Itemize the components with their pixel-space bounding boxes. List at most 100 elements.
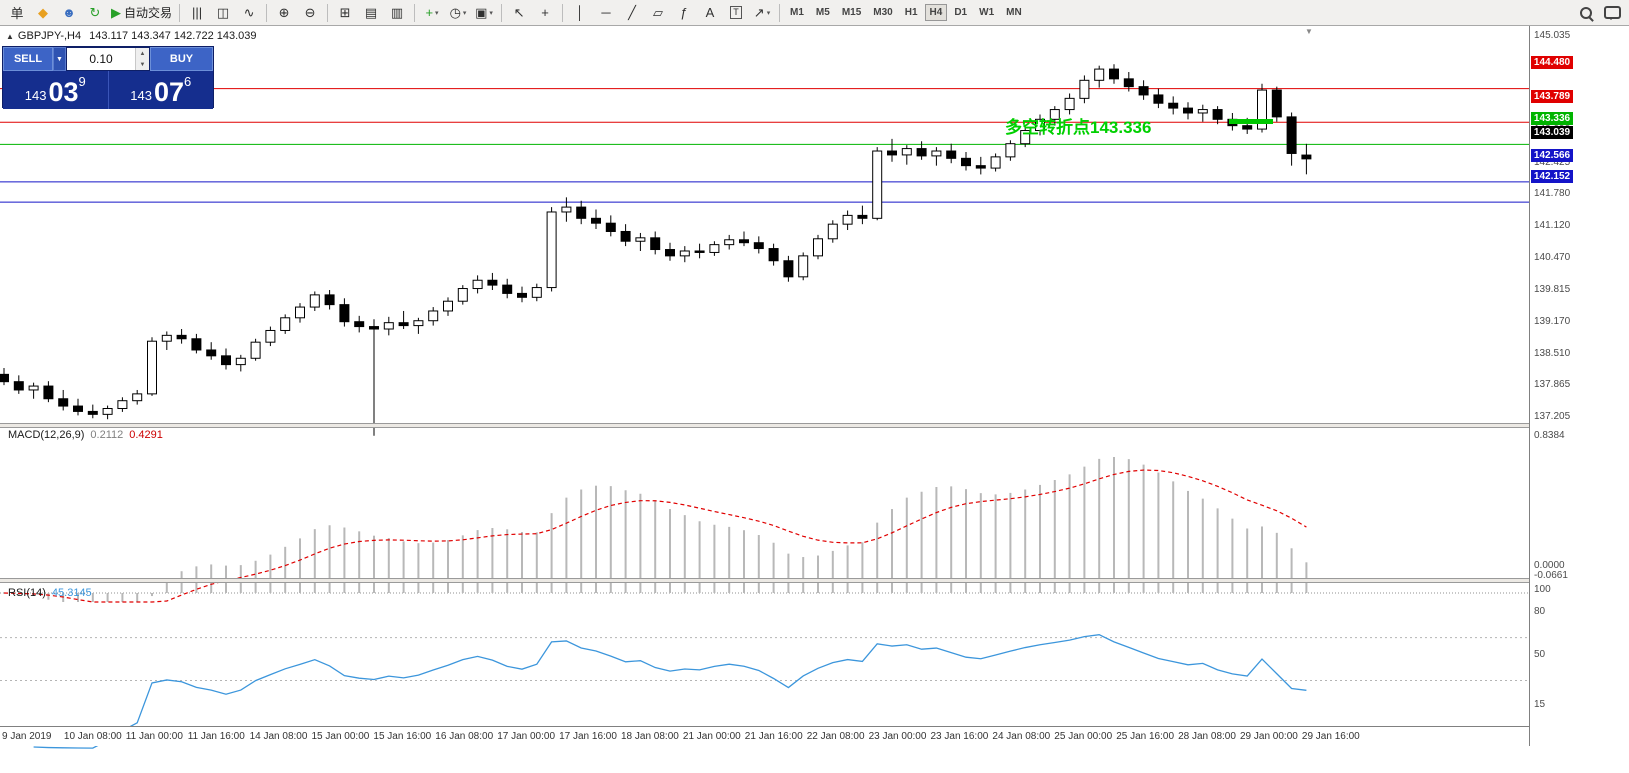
channel-icon: ▱ (653, 4, 664, 20)
label-button[interactable]: T (723, 3, 749, 23)
candle-body (1197, 109, 1208, 114)
sell-button[interactable]: SELL (3, 47, 53, 71)
rsi-panel-divider[interactable] (0, 578, 1629, 583)
candle-body (280, 317, 291, 331)
price-axis[interactable]: 145.035144.390143.745143.090142.425141.7… (1529, 26, 1629, 746)
candle-body (502, 284, 513, 294)
templates-button[interactable]: ▣ ▾ (471, 3, 497, 23)
pivot-level-segment[interactable] (1229, 119, 1273, 124)
timeframe-button-m1[interactable]: M1 (790, 7, 804, 18)
candle-body (13, 381, 24, 391)
symbol-info: ▲ GBPJPY-,H4 143.117 143.347 142.722 143.0… (6, 30, 257, 42)
one-click-collapse-icon[interactable]: ▲ (6, 32, 14, 41)
pivot-annotation-text[interactable]: 多空转折点143.336 (1005, 118, 1152, 137)
toolbar-separator (501, 3, 503, 22)
macd-scale-label: 0.0000 (1534, 560, 1565, 571)
candle-body (739, 239, 749, 244)
horizontal-line-button[interactable]: ─ (593, 3, 619, 23)
dropdown-arrow-icon[interactable]: ▾ (435, 9, 439, 17)
candle-body (1153, 94, 1164, 104)
time-axis-label: 9 Jan 2019 (2, 731, 52, 742)
new-order-button[interactable]: 单 (4, 3, 30, 23)
trendline-button[interactable]: ╱ (619, 3, 645, 23)
rsi-value: 45.3145 (51, 587, 92, 599)
channel-button[interactable]: ▱ (645, 3, 671, 23)
sell-price-prefix: 143 (24, 88, 47, 103)
bars-chart-button[interactable]: ||| (184, 3, 210, 23)
timeframe-button-h1[interactable]: H1 (904, 7, 918, 18)
sell-price-display[interactable]: 143 03 9 (3, 71, 108, 109)
candle-body (946, 150, 957, 159)
trendline-icon: ╱ (628, 4, 636, 20)
fibonacci-button[interactable]: ƒ (671, 3, 697, 23)
candle-body (531, 287, 542, 298)
price-grid-label: 145.035 (1534, 29, 1571, 41)
search-button[interactable] (1573, 3, 1599, 23)
time-axis-label: 15 Jan 16:00 (373, 731, 432, 742)
timeframe-button-m30[interactable]: M30 (873, 7, 893, 18)
dropdown-arrow-icon[interactable]: ▾ (462, 9, 467, 17)
timeframe-button-m5[interactable]: M5 (815, 7, 830, 18)
dropdown-arrow-icon[interactable]: ▾ (766, 9, 771, 17)
candle-body (1079, 79, 1090, 99)
timeframe-button-m15[interactable]: M15 (841, 7, 862, 18)
symbol-ohlc: 143.117 143.347 142.722 143.039 (89, 30, 257, 42)
candle-body (990, 156, 1001, 169)
cascade-windows-button[interactable]: ▤ (358, 3, 384, 23)
buy-price-prefix: 143 (130, 88, 152, 103)
time-axis[interactable]: 9 Jan 2019 10 Jan 08:00 11 Jan 00:00 11 Jan… (0, 727, 1629, 746)
candle-body (102, 408, 113, 415)
chart-canvas (0, 64, 1529, 749)
autotrading-button[interactable]: ▶ 自动交易 (108, 3, 175, 23)
candle-body (443, 300, 453, 312)
candle-body (28, 385, 39, 391)
profile-button[interactable]: ☻ (56, 3, 82, 23)
macd-panel-divider[interactable] (0, 423, 1629, 428)
zoom-out-icon: ⊖ (304, 4, 316, 20)
time-axis-label: 21 Jan 00:00 (682, 731, 741, 742)
periods-button[interactable]: ◷ ▾ (445, 3, 471, 23)
candle-body (309, 294, 320, 308)
buy-price-display[interactable]: 143 07 6 (109, 71, 214, 109)
buy-price-pip: 6 (184, 74, 192, 89)
chart-plot-area[interactable] (0, 26, 1529, 749)
price-grid-label: 141.120 (1534, 220, 1571, 232)
candle-body (73, 405, 83, 412)
candles-chart-button[interactable]: ◫ (210, 3, 236, 23)
zoom-in-button[interactable]: ⊕ (271, 3, 297, 23)
tile-windows-button[interactable]: ⊞ (332, 3, 358, 23)
buy-button[interactable]: BUY (150, 47, 213, 71)
arrows-button[interactable]: ↗ ▾ (749, 3, 775, 23)
refresh-button[interactable]: ↻ (82, 3, 108, 23)
autotrading-icon: ▶ (111, 4, 121, 20)
dropdown-arrow-icon[interactable]: ▾ (489, 9, 493, 17)
crosshair-button[interactable]: + (532, 3, 558, 23)
arrange-windows-icon: ▥ (390, 4, 404, 20)
vertical-line-button[interactable]: │ (567, 3, 593, 23)
cursor-button[interactable]: ↖ (506, 3, 532, 23)
time-axis-label: 22 Jan 08:00 (806, 731, 865, 742)
volume-up-button[interactable]: ▲ (136, 48, 149, 59)
candle-body (295, 306, 305, 319)
chat-button[interactable] (1599, 3, 1625, 23)
text-button[interactable]: A (697, 3, 723, 23)
volume-input[interactable] (67, 48, 135, 70)
candle-body (472, 279, 483, 290)
toolbar-separator (327, 3, 329, 22)
chart-shift-marker-icon[interactable]: ▼ (1305, 27, 1313, 36)
arrange-windows-button[interactable]: ▥ (384, 3, 410, 23)
timeframe-button-w1[interactable]: W1 (979, 7, 995, 18)
timeframe-button-h4[interactable]: H4 (924, 4, 948, 21)
price-grid-label: 139.170 (1534, 315, 1571, 327)
order-type-dropdown[interactable]: ▼ (53, 47, 66, 71)
time-axis-label: 28 Jan 08:00 (1178, 731, 1236, 742)
metaeditor-button[interactable]: ◆ (30, 3, 56, 23)
zoom-out-button[interactable]: ⊖ (297, 3, 323, 23)
volume-down-button[interactable]: ▼ (136, 59, 149, 70)
line-chart-button[interactable]: ∿ (236, 3, 262, 23)
timeframe-button-d1[interactable]: D1 (954, 7, 968, 18)
crosshair-icon: + (541, 5, 549, 20)
indicators-button[interactable]: + ▾ (419, 3, 445, 23)
timeframe-button-mn[interactable]: MN (1006, 7, 1022, 18)
candle-body (1212, 109, 1223, 120)
